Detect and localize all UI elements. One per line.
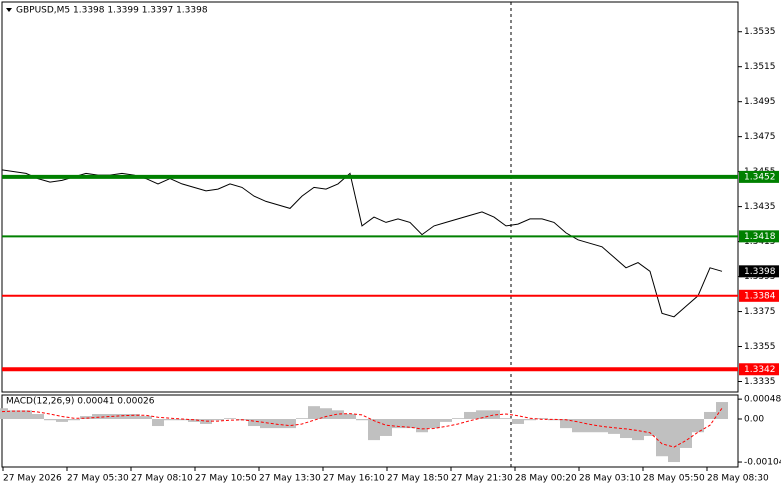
macd-bar: [596, 419, 608, 433]
macd-bar: [344, 414, 356, 419]
x-tick-label: 27 May 13:30: [259, 474, 321, 484]
macd-bar: [524, 419, 536, 421]
x-tick-label: 28 May 05:50: [643, 474, 705, 484]
macd-bar: [308, 406, 320, 419]
macd-bar: [704, 411, 716, 419]
y-tick-label: 1.3335: [744, 377, 776, 387]
y-tick-label: 1.3535: [744, 27, 776, 37]
level-label: 1.3418: [744, 232, 776, 242]
macd-bar: [392, 419, 404, 429]
macd-bar: [260, 419, 272, 429]
macd-bar: [452, 418, 464, 419]
macd-bar: [332, 410, 344, 419]
macd-bar: [488, 410, 500, 419]
x-tick-label: 28 May 08:30: [707, 474, 769, 484]
macd-bar: [608, 419, 620, 434]
x-tick-label: 27 May 05:30: [67, 474, 129, 484]
x-tick-label: 28 May 00:20: [515, 474, 577, 484]
macd-bar: [632, 419, 644, 441]
macd-bar: [44, 419, 56, 421]
level-label-bg: [739, 363, 779, 376]
x-tick-label: 27 May 21:30: [451, 474, 513, 484]
macd-bar: [272, 419, 284, 429]
macd-bar: [212, 419, 224, 421]
level-label-bg: [739, 289, 779, 302]
macd-bar: [56, 419, 68, 422]
macd-bar: [440, 419, 452, 422]
level-label: 1.3384: [744, 291, 776, 301]
macd-bar: [8, 410, 20, 419]
macd-bar: [284, 419, 296, 429]
macd-bar: [380, 419, 392, 436]
macd-bar: [32, 414, 44, 419]
x-tick-label: 27 May 08:10: [131, 474, 193, 484]
macd-bar: [656, 419, 668, 457]
macd-bar: [356, 419, 368, 421]
price-line: [1, 169, 723, 318]
macd-bar: [548, 419, 560, 421]
macd-bar: [20, 410, 32, 419]
chart-title: GBPUSD,M5 1.3398 1.3399 1.3397 1.3398: [16, 6, 208, 16]
macd-bar: [368, 419, 380, 441]
macd-bar: [416, 419, 428, 433]
macd-bar: [716, 402, 728, 419]
macd-bar: [428, 419, 440, 429]
y-tick-label: 0.00: [744, 415, 764, 425]
x-tick-label: 27 May 10:50: [195, 474, 257, 484]
y-tick-label: 1.3375: [744, 307, 776, 317]
main-panel: [1, 1, 739, 393]
y-tick-label: 1.3475: [744, 132, 776, 142]
y-tick-label: 1.3515: [744, 62, 776, 72]
macd-bar: [644, 419, 656, 436]
macd-panel: [1, 394, 739, 468]
macd-title: MACD(12,26,9) 0.00041 0.00026: [6, 397, 155, 407]
level-label-bg: [739, 230, 779, 243]
macd-bar: [68, 419, 80, 421]
macd-bar: [584, 419, 596, 433]
macd-bar: [320, 408, 332, 419]
macd-bar: [512, 419, 524, 424]
macd-bar: [140, 416, 152, 419]
x-tick-label: 27 May 2026: [3, 474, 62, 484]
macd-bar: [188, 419, 200, 422]
menu-icon: [6, 8, 12, 12]
macd-bar: [692, 419, 704, 433]
macd-bar: [80, 416, 92, 419]
y-tick-label: 0.00048: [744, 395, 781, 405]
macd-bar: [104, 414, 116, 419]
macd-bar: [476, 410, 488, 419]
x-tick-label: 27 May 16:10: [323, 474, 385, 484]
level-label: 1.3452: [744, 172, 776, 182]
level-label-bg: [739, 170, 779, 183]
macd-bar: [224, 418, 236, 419]
macd-bar: [128, 414, 140, 419]
y-tick-label: 1.3355: [744, 342, 776, 352]
y-tick-label: 1.3435: [744, 202, 776, 212]
y-tick-label: 1.3495: [744, 97, 776, 107]
macd-bar: [164, 419, 176, 421]
macd-bar: [680, 419, 692, 448]
signal-line: [1, 407, 723, 448]
macd-bar: [248, 419, 260, 427]
price-label-bg: [739, 265, 779, 278]
macd-bar: [296, 418, 308, 419]
macd-bar: [116, 414, 128, 419]
price-label: 1.3398: [744, 267, 776, 277]
macd-bar: [92, 414, 104, 419]
macd-bar: [176, 419, 188, 421]
macd-bar: [464, 411, 476, 419]
macd-bar: [0, 408, 8, 419]
macd-bar: [536, 418, 548, 419]
macd-bar: [404, 419, 416, 429]
macd-bar: [152, 419, 164, 427]
macd-bar: [572, 419, 584, 433]
x-tick-label: 28 May 03:10: [579, 474, 641, 484]
macd-bar: [668, 419, 680, 463]
macd-bar: [500, 418, 512, 419]
y-tick-label: -0.00104: [744, 458, 781, 468]
x-tick-label: 27 May 18:50: [387, 474, 449, 484]
level-label: 1.3342: [744, 365, 776, 375]
macd-bar: [560, 419, 572, 429]
